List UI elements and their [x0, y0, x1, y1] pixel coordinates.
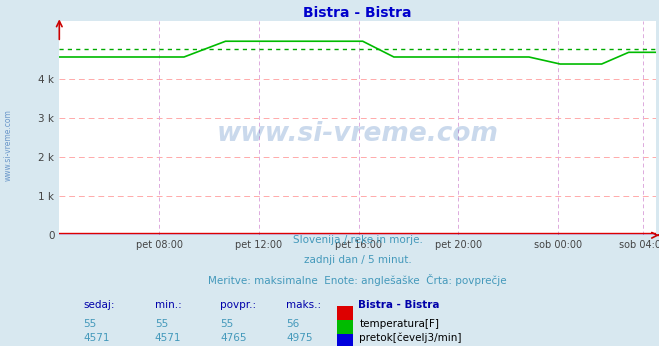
Text: 56: 56 — [286, 319, 299, 329]
Text: 4571: 4571 — [155, 333, 181, 343]
Text: www.si-vreme.com: www.si-vreme.com — [4, 109, 13, 181]
Bar — [337, 320, 353, 335]
Text: pretok[čevelj3/min]: pretok[čevelj3/min] — [359, 333, 462, 343]
Text: Slovenija / reke in morje.: Slovenija / reke in morje. — [293, 235, 422, 245]
Text: sedaj:: sedaj: — [83, 300, 115, 310]
Text: zadnji dan / 5 minut.: zadnji dan / 5 minut. — [304, 255, 411, 265]
Bar — [337, 334, 353, 346]
Text: povpr.:: povpr.: — [220, 300, 256, 310]
Text: temperatura[F]: temperatura[F] — [359, 319, 440, 329]
Text: 55: 55 — [155, 319, 168, 329]
Text: 55: 55 — [220, 319, 233, 329]
Text: www.si-vreme.com: www.si-vreme.com — [217, 121, 498, 147]
Text: 4765: 4765 — [220, 333, 247, 343]
Text: 55: 55 — [83, 319, 96, 329]
Text: min.:: min.: — [155, 300, 181, 310]
Text: Bistra - Bistra: Bistra - Bistra — [358, 300, 439, 310]
Bar — [337, 306, 353, 321]
Text: 4571: 4571 — [83, 333, 109, 343]
Title: Bistra - Bistra: Bistra - Bistra — [303, 6, 412, 20]
Text: maks.:: maks.: — [286, 300, 321, 310]
Text: Meritve: maksimalne  Enote: anglešaške  Črta: povprečje: Meritve: maksimalne Enote: anglešaške Čr… — [208, 274, 507, 286]
Text: 4975: 4975 — [286, 333, 312, 343]
